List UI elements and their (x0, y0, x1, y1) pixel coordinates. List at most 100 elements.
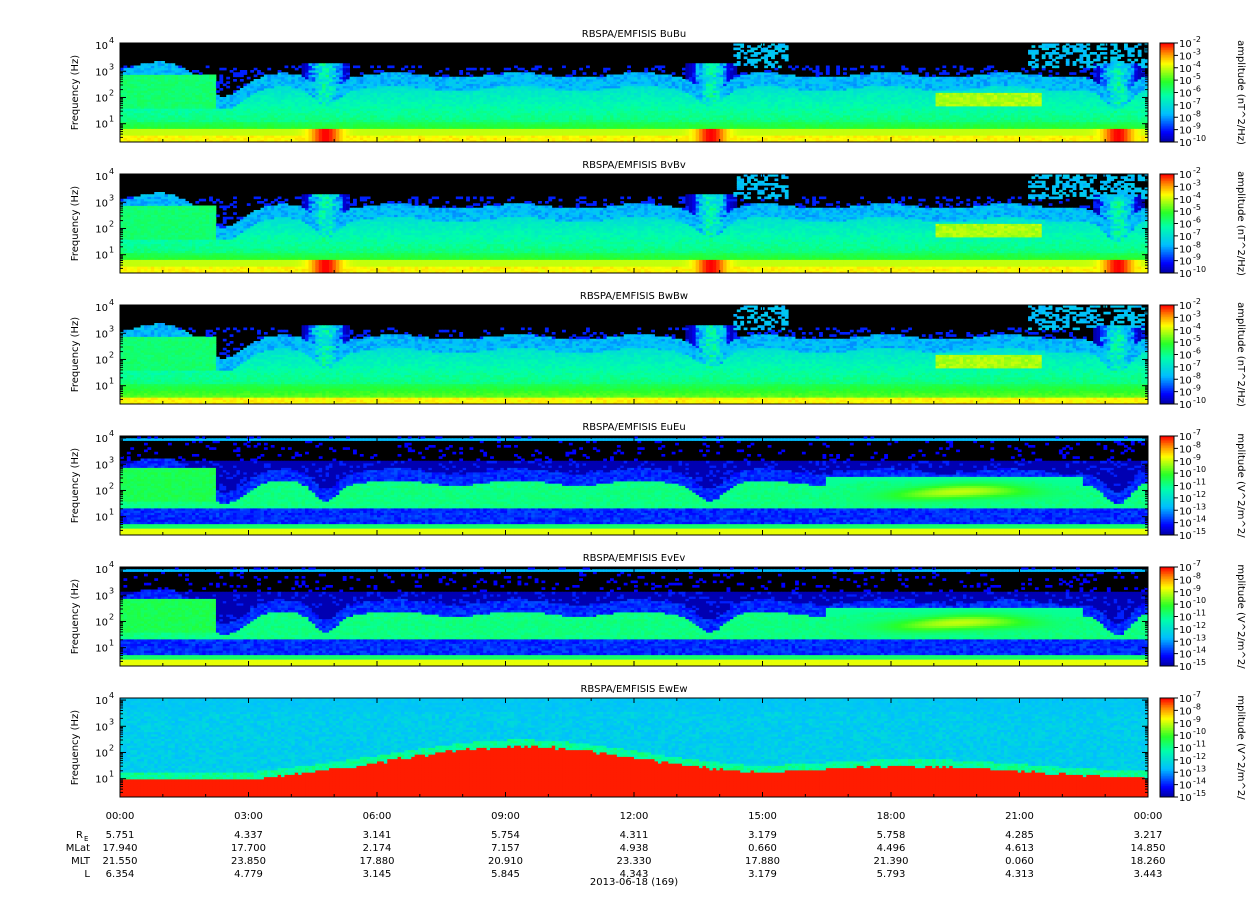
heatmap-cell (230, 70, 234, 73)
heatmap-cell (209, 75, 213, 78)
heatmap-cell (401, 72, 405, 75)
heatmap-cell (370, 66, 374, 69)
heatmap-cell (452, 77, 456, 80)
heatmap-cell (192, 70, 196, 73)
heatmap-cell (418, 75, 422, 78)
heatmap-cell (254, 75, 258, 78)
heatmap-cell (425, 75, 429, 78)
heatmap-cell (353, 77, 357, 80)
heatmap-cell (356, 66, 360, 69)
heatmap-cell (120, 68, 124, 71)
heatmap-cell (247, 84, 251, 87)
heatmap-cell (267, 75, 271, 78)
heatmap-cell (237, 72, 241, 75)
heatmap-cell (127, 68, 131, 71)
heatmap-cell (401, 68, 405, 71)
heatmap-cell (404, 66, 408, 69)
heatmap-cell (284, 72, 288, 75)
heatmap-cell (260, 77, 264, 80)
heatmap-cell (243, 70, 247, 73)
heatmap-cell (377, 75, 381, 78)
heatmap-cell (415, 75, 419, 78)
heatmap-cell (206, 75, 210, 78)
heatmap-cell (411, 66, 415, 69)
heatmap-cell (470, 75, 474, 78)
heatmap-cell (226, 86, 230, 89)
heatmap-cell (185, 70, 189, 73)
heatmap-cell (237, 90, 241, 93)
heatmap-cell (216, 90, 220, 93)
heatmap-cell (363, 75, 367, 78)
heatmap-cell (216, 95, 220, 98)
heatmap-cell (442, 75, 446, 78)
heatmap-cell (274, 75, 278, 78)
heatmap-cell (233, 79, 237, 82)
heatmap-cell (449, 77, 453, 80)
heatmap-cell (213, 75, 217, 78)
heatmap-cell (199, 72, 203, 75)
heatmap-cell (336, 63, 340, 66)
heatmap-cell (257, 79, 261, 82)
heatmap-cell (394, 72, 398, 75)
heatmap-cell (332, 63, 336, 66)
heatmap-cell (466, 72, 470, 75)
heatmap-cell (305, 63, 309, 66)
heatmap-cell (411, 70, 415, 73)
heatmap-cell (171, 63, 175, 66)
heatmap-cell (291, 66, 295, 69)
heatmap-cell (151, 63, 155, 66)
heatmap-cell (233, 68, 237, 71)
heatmap-cell (360, 77, 364, 80)
heatmap-cell (439, 77, 443, 80)
heatmap-cell (463, 77, 467, 80)
heatmap-cell (315, 63, 319, 66)
heatmap-cell (439, 70, 443, 73)
heatmap-cell (123, 66, 127, 69)
heatmap-cell (387, 72, 391, 75)
heatmap-cell (377, 70, 381, 73)
heatmap-cell (250, 70, 254, 73)
heatmap-cell (319, 63, 323, 66)
heatmap-cell (380, 70, 384, 73)
heatmap-cell (264, 75, 268, 78)
heatmap-cell (165, 63, 169, 66)
heatmap-cell (257, 70, 261, 73)
heatmap-cell (202, 75, 206, 78)
heatmap-cell (428, 77, 432, 80)
heatmap-cell (240, 88, 244, 91)
heatmap-cell (216, 81, 220, 84)
heatmap-cell (326, 63, 330, 66)
heatmap-cell (219, 88, 223, 91)
heatmap-cell (175, 66, 179, 69)
heatmap-cell (247, 77, 251, 80)
heatmap-cell (254, 79, 258, 82)
heatmap-cell (158, 61, 162, 64)
heatmap-cell (195, 75, 199, 78)
heatmap-cell (343, 63, 347, 66)
heatmap-cell (404, 72, 408, 75)
heatmap-cell (219, 75, 223, 78)
heatmap-cell (339, 63, 343, 66)
heatmap-cell (295, 75, 299, 78)
heatmap-cell (346, 63, 350, 66)
heatmap-cell (308, 63, 312, 66)
heatmap-cell (137, 66, 141, 69)
heatmap-cell (374, 70, 378, 73)
heatmap-cell (435, 72, 439, 75)
heatmap-cell (408, 70, 412, 73)
heatmap-cell (480, 68, 484, 71)
heatmap-cell (154, 61, 158, 64)
heatmap-cell (254, 68, 258, 71)
heatmap-cell (223, 97, 227, 100)
heatmap-cell (312, 63, 316, 66)
heatmap-cell (233, 72, 237, 75)
heatmap-cell (391, 66, 395, 69)
heatmap-cell (350, 77, 354, 80)
heatmap-cell (377, 66, 381, 69)
heatmap-cell (219, 97, 223, 100)
heatmap-cell (178, 66, 182, 69)
heatmap-cell (226, 81, 230, 84)
